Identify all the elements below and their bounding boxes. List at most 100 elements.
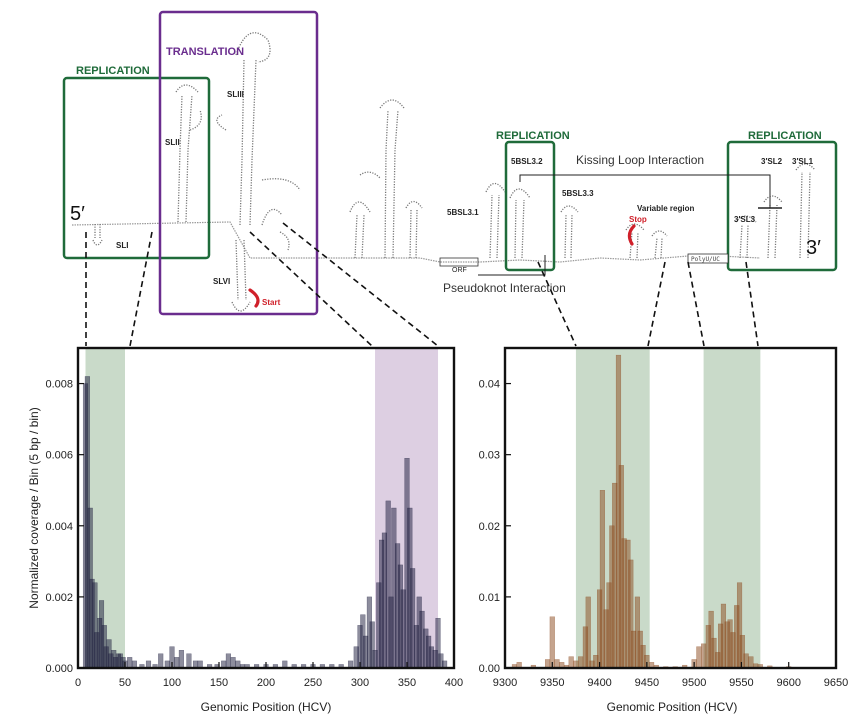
replication-label-mid: REPLICATION xyxy=(496,130,570,142)
x-tick-label: 9450 xyxy=(635,677,659,689)
five-prime-label: 5′ xyxy=(70,203,85,225)
translation-label: TRANSLATION xyxy=(166,46,244,58)
translation-box xyxy=(158,10,319,316)
pseudoknot-label: Pseudoknot Interaction xyxy=(443,281,566,295)
sbsl32-label: 5BSL3.2 xyxy=(511,157,543,166)
sl3-stem xyxy=(735,215,757,259)
bar xyxy=(186,653,192,669)
x-tick-label: 9650 xyxy=(824,677,848,689)
slii-stem xyxy=(175,84,202,223)
zoom-connectors xyxy=(85,222,759,347)
bar xyxy=(748,656,754,669)
sli-stem xyxy=(92,224,103,246)
iv-stem xyxy=(261,208,290,251)
sl2-stem xyxy=(763,195,783,259)
x-tick-label: 100 xyxy=(163,677,181,689)
x-tick-label: 9350 xyxy=(540,677,564,689)
y-tick-label: 0.000 xyxy=(45,663,73,675)
slvi-label: SLVI xyxy=(213,277,230,286)
y-tick-label: 0.01 xyxy=(479,592,500,604)
x-tick-label: 0 xyxy=(75,677,81,689)
slvi-stem xyxy=(231,239,251,312)
sbsl31-stem xyxy=(485,182,506,259)
y-tick-label: 0.002 xyxy=(45,592,73,604)
y-tick-label: 0.00 xyxy=(479,663,500,675)
sliii-stem xyxy=(216,32,301,226)
replication-box-left xyxy=(62,76,211,260)
polyu-label: PolyU/UC xyxy=(691,256,720,263)
x-tick-label: 400 xyxy=(445,677,463,689)
rna-structure-diagram: REPLICATION TRANSLATION REPLICATION REPL… xyxy=(62,10,838,347)
bar xyxy=(230,657,236,669)
sl1-3-label: 3′SL1 xyxy=(792,157,814,166)
orf-box xyxy=(439,257,479,267)
y-tick-label: 0.004 xyxy=(45,521,73,533)
mid-stem-1 xyxy=(349,201,371,259)
coverage-chart-left: 0 50 100 150 200 250 300 350 400 0.000 0.002 0.004 0… xyxy=(45,346,463,689)
bar xyxy=(743,653,749,669)
replication-label-right: REPLICATION xyxy=(748,130,822,142)
stop-label: Stop xyxy=(629,215,647,224)
bar xyxy=(701,643,707,669)
x-tick-label: 9550 xyxy=(729,677,753,689)
connector-4 xyxy=(282,222,439,347)
bar xyxy=(178,650,184,669)
connector-8 xyxy=(745,261,759,347)
bar xyxy=(225,653,231,669)
y-tick-label: 0.04 xyxy=(479,379,500,391)
sbsl33-label: 5BSL3.3 xyxy=(562,189,594,198)
replication-box-right xyxy=(726,140,838,272)
coverage-chart-right: 9300 9350 9400 9450 9500 9550 9600 9650 0.00 0.01… xyxy=(479,346,848,689)
sbsl31-label: 5BSL3.1 xyxy=(447,208,479,217)
sli-label: SLI xyxy=(116,241,128,250)
bar xyxy=(174,657,180,669)
polyu-box xyxy=(687,253,729,264)
variable-region-label: Variable region xyxy=(637,204,694,213)
sbsl33-stem xyxy=(560,205,579,259)
bar xyxy=(585,596,591,669)
sl1-stem xyxy=(795,163,816,259)
three-prime-label: 3′ xyxy=(806,237,821,259)
x-tick-label: 150 xyxy=(210,677,228,689)
connector-3 xyxy=(249,231,373,347)
kissing-loop-label: Kissing Loop Interaction xyxy=(576,153,704,167)
x-axis-title-right: Genomic Position (HCV) xyxy=(607,700,738,714)
start-label: Start xyxy=(262,298,281,307)
pseudoknot-line xyxy=(478,255,546,276)
connector-2 xyxy=(129,231,153,347)
x-tick-label: 250 xyxy=(304,677,322,689)
x-tick-label: 200 xyxy=(257,677,275,689)
stop-marker-icon xyxy=(627,224,636,246)
connector-5 xyxy=(537,261,577,347)
connector-7 xyxy=(687,261,705,347)
y-tick-label: 0.03 xyxy=(479,450,500,462)
x-tick-label: 9400 xyxy=(587,677,611,689)
x-tick-label: 50 xyxy=(119,677,131,689)
plot-frame xyxy=(503,346,838,670)
bar xyxy=(568,656,574,669)
bar xyxy=(544,659,551,669)
sl2-3-label: 3′SL2 xyxy=(761,157,783,166)
y-tick-label: 0.02 xyxy=(479,521,500,533)
x-tick-label: 350 xyxy=(398,677,416,689)
x-tick-label: 9500 xyxy=(682,677,706,689)
bar xyxy=(554,659,560,669)
x-tick-label: 9600 xyxy=(776,677,800,689)
bar xyxy=(158,653,164,669)
y-axis-title: Normalized coverage / Bin (5 bp / bin) xyxy=(27,407,41,608)
kissing-loop-line xyxy=(519,174,771,208)
y-tick-label: 0.006 xyxy=(45,450,73,462)
bar xyxy=(549,616,555,669)
bar xyxy=(127,657,133,669)
replication-box-mid xyxy=(504,140,556,272)
bar xyxy=(578,656,584,669)
sbsl32-stem xyxy=(509,188,531,259)
start-marker-icon xyxy=(248,288,260,308)
mid-stem-2 xyxy=(359,99,405,259)
x-axis-title-left: Genomic Position (HCV) xyxy=(201,700,332,714)
connector-6 xyxy=(647,261,666,347)
y-tick-label: 0.008 xyxy=(45,379,73,391)
mid-stem-3 xyxy=(405,200,423,259)
sl3-3-label: 3′SL3 xyxy=(734,215,756,224)
